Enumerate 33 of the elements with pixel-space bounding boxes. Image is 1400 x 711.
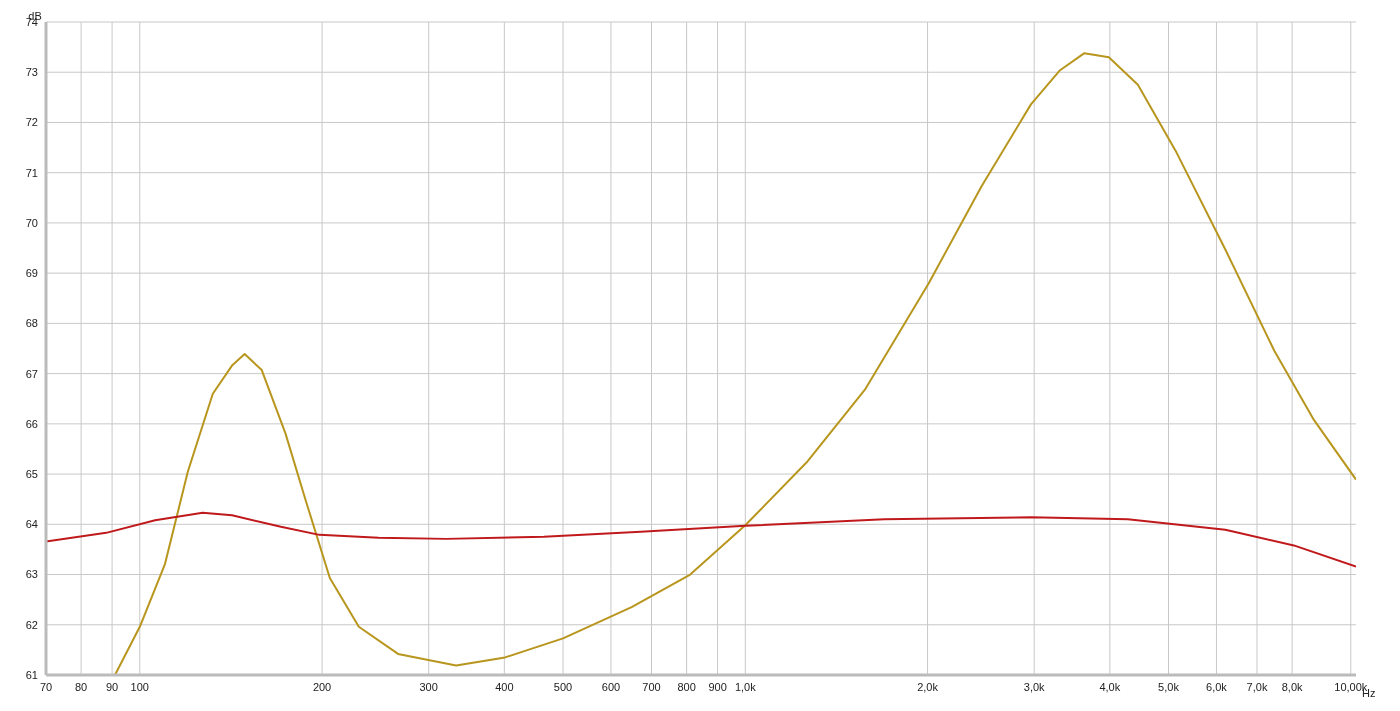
y-tick-label: 64 (25, 518, 38, 531)
y-tick-label: 69 (25, 267, 38, 280)
x-tick-label: 400 (495, 680, 514, 693)
y-tick-label: 70 (25, 216, 38, 229)
x-tick-label: 600 (601, 680, 621, 693)
y-tick-label: 62 (25, 618, 38, 631)
y-tick-label: 65 (25, 467, 38, 480)
x-tick-label: 90 (105, 680, 119, 693)
x-tick-label: 8,0k (1281, 680, 1304, 693)
x-tick-label: 300 (419, 680, 438, 693)
x-tick-label: 5,0k (1158, 680, 1180, 693)
x-tick-label: 2,0k (917, 680, 939, 693)
x-tick-label: 200 (312, 680, 332, 693)
y-tick-label: 67 (25, 367, 38, 380)
y-tick-label: 68 (25, 317, 38, 330)
x-tick-label: 100 (130, 680, 149, 693)
x-tick-label: 800 (677, 680, 696, 693)
x-tick-label: 3,0k (1023, 680, 1046, 693)
x-tick-label: 500 (553, 680, 573, 693)
y-tick-label: 63 (25, 568, 38, 581)
x-tick-label: 80 (74, 680, 88, 693)
x-tick-label: 4,0k (1099, 680, 1121, 693)
y-tick-label: 72 (25, 116, 38, 129)
y-tick-label: 66 (25, 417, 38, 430)
x-tick-label: 1,0k (734, 680, 757, 693)
y-tick-label: 61 (25, 668, 38, 681)
y-tick-label: 71 (25, 166, 38, 179)
x-tick-label: 7,0k (1246, 680, 1268, 693)
y-tick-label: 73 (25, 66, 38, 79)
x-tick-label: 6,0k (1206, 680, 1228, 693)
x-tick-label: 70 (39, 680, 53, 693)
x-tick-label: 900 (708, 680, 727, 693)
x-tick-label: 700 (642, 680, 661, 693)
